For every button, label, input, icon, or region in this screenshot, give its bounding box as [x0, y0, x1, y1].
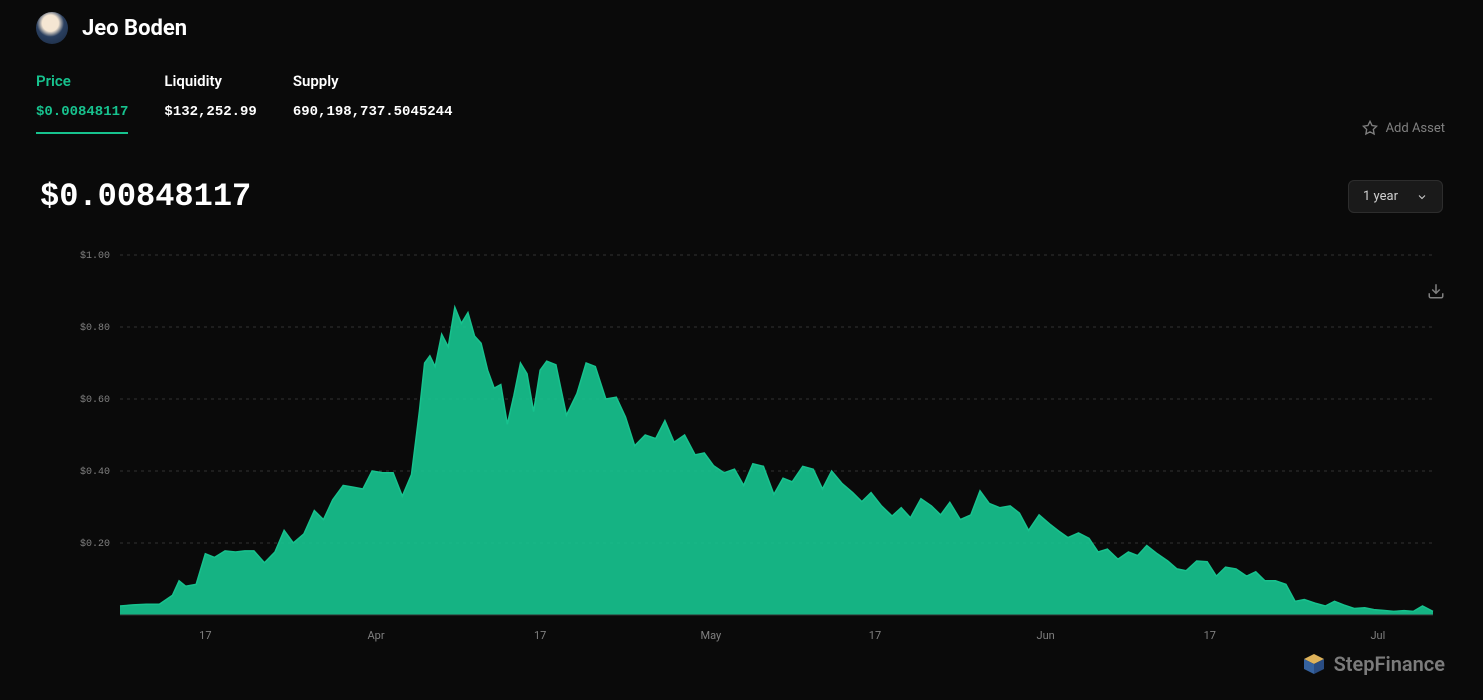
svg-text:$0.60: $0.60 — [80, 394, 110, 406]
stepfinance-logo-icon — [1302, 652, 1326, 676]
svg-text:$0.80: $0.80 — [80, 322, 110, 334]
stats-row: Price $0.00848117 Liquidity $132,252.99 … — [0, 52, 1483, 142]
stat-price[interactable]: Price $0.00848117 — [36, 72, 128, 134]
big-price: $0.00848117 — [40, 178, 251, 215]
svg-text:17: 17 — [1204, 629, 1216, 642]
svg-text:May: May — [700, 629, 722, 642]
svg-text:17: 17 — [199, 629, 211, 642]
svg-text:Jul: Jul — [1370, 629, 1385, 642]
svg-text:Jun: Jun — [1037, 629, 1055, 642]
svg-text:Apr: Apr — [367, 629, 384, 642]
stat-price-value: $0.00848117 — [36, 104, 128, 134]
chevron-down-icon — [1416, 191, 1428, 203]
range-selector-label: 1 year — [1363, 189, 1398, 204]
svg-text:$1.00: $1.00 — [80, 250, 110, 262]
stat-supply-value: 690,198,737.5045244 — [293, 104, 453, 132]
star-icon — [1362, 120, 1378, 136]
watermark-text: StepFinance — [1334, 652, 1445, 676]
stat-liquidity[interactable]: Liquidity $132,252.99 — [164, 72, 256, 134]
price-chart[interactable]: $0.20 $0.40 $0.60 $0.80 $1.00 17 Apr 17 May 17 Jun… — [40, 245, 1443, 645]
range-selector[interactable]: 1 year — [1348, 180, 1443, 213]
add-asset-label: Add Asset — [1386, 121, 1445, 136]
watermark: StepFinance — [1302, 652, 1445, 676]
add-asset-button[interactable]: Add Asset — [1362, 120, 1445, 136]
stat-price-label: Price — [36, 72, 128, 90]
stat-supply[interactable]: Supply 690,198,737.5045244 — [293, 72, 453, 134]
token-name: Jeo Boden — [82, 16, 187, 41]
stat-supply-label: Supply — [293, 72, 453, 90]
svg-text:$0.40: $0.40 — [80, 466, 110, 478]
svg-text:$0.20: $0.20 — [80, 538, 110, 550]
stat-liquidity-label: Liquidity — [164, 72, 256, 90]
svg-text:17: 17 — [869, 629, 881, 642]
stat-liquidity-value: $132,252.99 — [164, 104, 256, 132]
svg-text:17: 17 — [534, 629, 546, 642]
token-avatar — [36, 12, 68, 44]
